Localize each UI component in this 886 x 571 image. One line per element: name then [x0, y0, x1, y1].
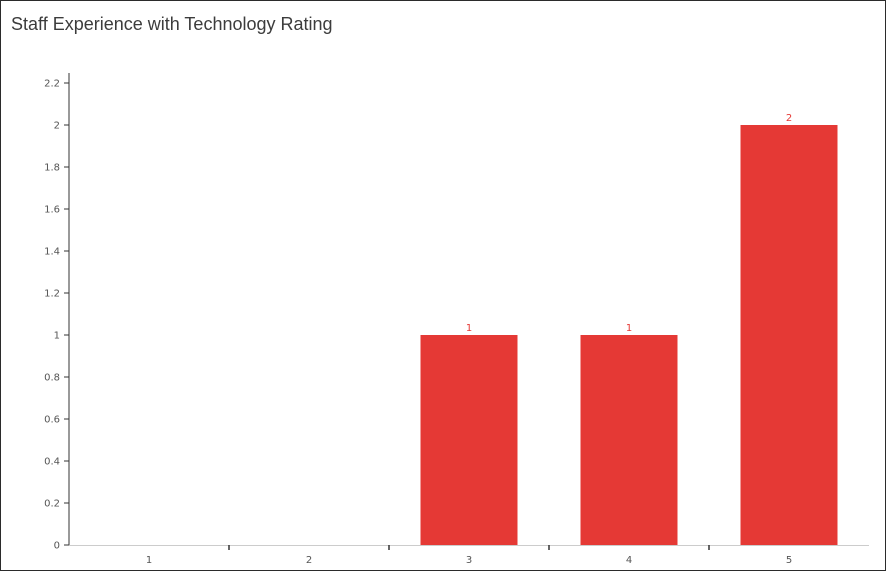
y-tick-label: 0 — [54, 541, 60, 552]
y-tick-label: 0.4 — [44, 457, 60, 468]
data-label: 2 — [786, 113, 792, 124]
chart-title: Staff Experience with Technology Rating — [11, 14, 333, 34]
y-tick-label: 0.2 — [44, 499, 60, 510]
y-tick-label: 2 — [54, 121, 60, 132]
y-tick-label: 1 — [54, 331, 60, 342]
x-tick-label: 1 — [146, 555, 152, 566]
y-tick-label: 1.2 — [44, 289, 60, 300]
x-tick-label: 3 — [466, 555, 472, 566]
x-tick-label: 4 — [626, 555, 632, 566]
data-label: 1 — [466, 323, 472, 334]
y-tick-label: 1.8 — [44, 163, 60, 174]
y-tick-label: 0.6 — [44, 415, 60, 426]
x-tick-label: 5 — [786, 555, 792, 566]
x-tick-label: 2 — [306, 555, 312, 566]
y-tick-label: 1.6 — [44, 205, 60, 216]
bar — [580, 335, 678, 545]
bar — [420, 335, 518, 545]
y-tick-label: 2.2 — [44, 79, 60, 90]
y-tick-label: 0.8 — [44, 373, 60, 384]
y-tick-label: 1.4 — [44, 247, 60, 258]
bar — [740, 125, 838, 545]
data-label: 1 — [626, 323, 632, 334]
